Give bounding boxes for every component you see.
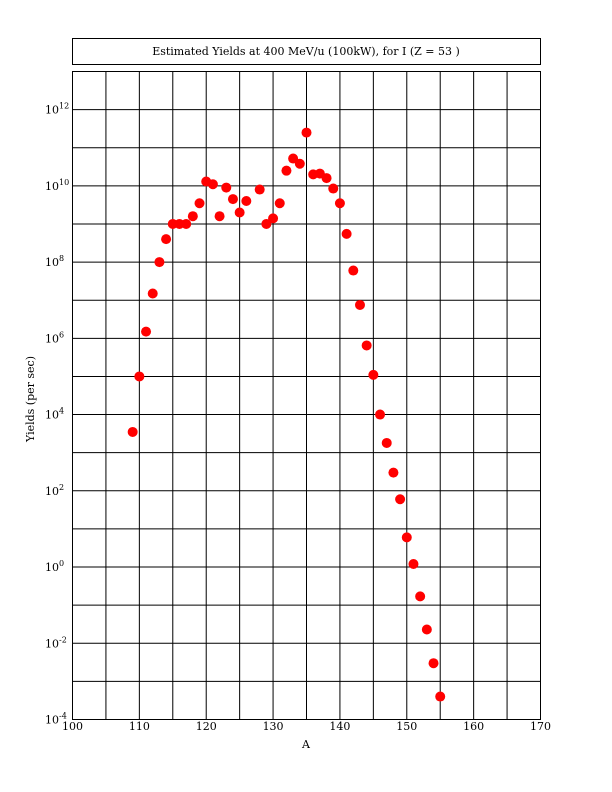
data-point (375, 409, 386, 420)
data-point (395, 494, 406, 505)
y-tick-exponent: 12 (59, 102, 69, 111)
data-point (361, 340, 372, 351)
y-tick-label: 10 (45, 561, 59, 574)
y-tick-exponent: 8 (59, 254, 64, 263)
y-tick-label: 10 (45, 637, 59, 650)
data-point (348, 265, 359, 276)
x-tick-label: 150 (396, 720, 417, 733)
data-point (368, 369, 379, 380)
data-point (321, 173, 332, 184)
y-tick-label: 10 (45, 485, 59, 498)
y-tick-exponent: 0 (59, 559, 64, 568)
data-point (134, 371, 145, 382)
x-tick-label: 120 (196, 720, 217, 733)
data-point (214, 211, 225, 222)
data-point (301, 127, 312, 138)
data-point (241, 196, 252, 207)
grid (72, 71, 541, 720)
y-tick-exponent: 2 (59, 483, 64, 492)
data-point (341, 228, 352, 239)
x-tick-labels: 100 110 120 130 140 150 160 170 (62, 720, 551, 733)
data-point (181, 218, 192, 229)
x-tick-label: 110 (129, 720, 150, 733)
x-tick-label: 100 (62, 720, 83, 733)
data-point (127, 426, 138, 437)
data-point (161, 234, 172, 245)
data-point (294, 158, 305, 169)
x-tick-label: 140 (329, 720, 350, 733)
chart-title: Estimated Yields at 400 MeV/u (100kW), f… (152, 45, 460, 58)
data-point (207, 179, 218, 190)
data-point (421, 624, 432, 635)
x-tick-label: 160 (463, 720, 484, 733)
data-point (227, 194, 238, 205)
plot-frame (72, 71, 541, 720)
data-point (234, 207, 245, 218)
data-point (415, 591, 426, 602)
data-point (154, 257, 165, 268)
data-point (354, 299, 365, 310)
data-point (268, 213, 279, 224)
data-point (147, 288, 158, 299)
y-tick-label: 10 (45, 714, 59, 727)
y-tick-label: 10 (45, 104, 59, 117)
data-points (127, 127, 446, 702)
data-point (187, 211, 198, 222)
data-point (388, 467, 399, 478)
data-point (141, 326, 152, 337)
data-point (328, 183, 339, 194)
y-tick-exponent: -4 (59, 712, 67, 721)
y-tick-label: 10 (45, 332, 59, 345)
y-tick-label: 10 (45, 409, 59, 422)
x-axis-label: A (301, 738, 311, 751)
data-point (221, 182, 232, 193)
y-tick-exponent: 6 (59, 330, 64, 339)
y-tick-exponent: -2 (59, 635, 67, 644)
data-point (401, 532, 412, 543)
x-tick-label: 170 (530, 720, 551, 733)
data-point (408, 559, 419, 570)
y-tick-label: 10 (45, 256, 59, 269)
x-tick-label: 130 (263, 720, 284, 733)
data-point (334, 198, 345, 209)
y-axis-label: Yields (per sec) (24, 356, 37, 443)
y-tick-exponent: 4 (59, 407, 64, 416)
data-point (261, 218, 272, 229)
data-point (435, 691, 446, 702)
data-point (274, 198, 285, 209)
data-point (281, 165, 292, 176)
title-box (72, 38, 541, 65)
y-tick-exponent: 10 (59, 178, 69, 187)
data-point (381, 437, 392, 448)
data-point (254, 184, 265, 195)
data-point (194, 198, 205, 209)
y-tick-label: 10 (45, 180, 59, 193)
data-point (428, 658, 439, 669)
